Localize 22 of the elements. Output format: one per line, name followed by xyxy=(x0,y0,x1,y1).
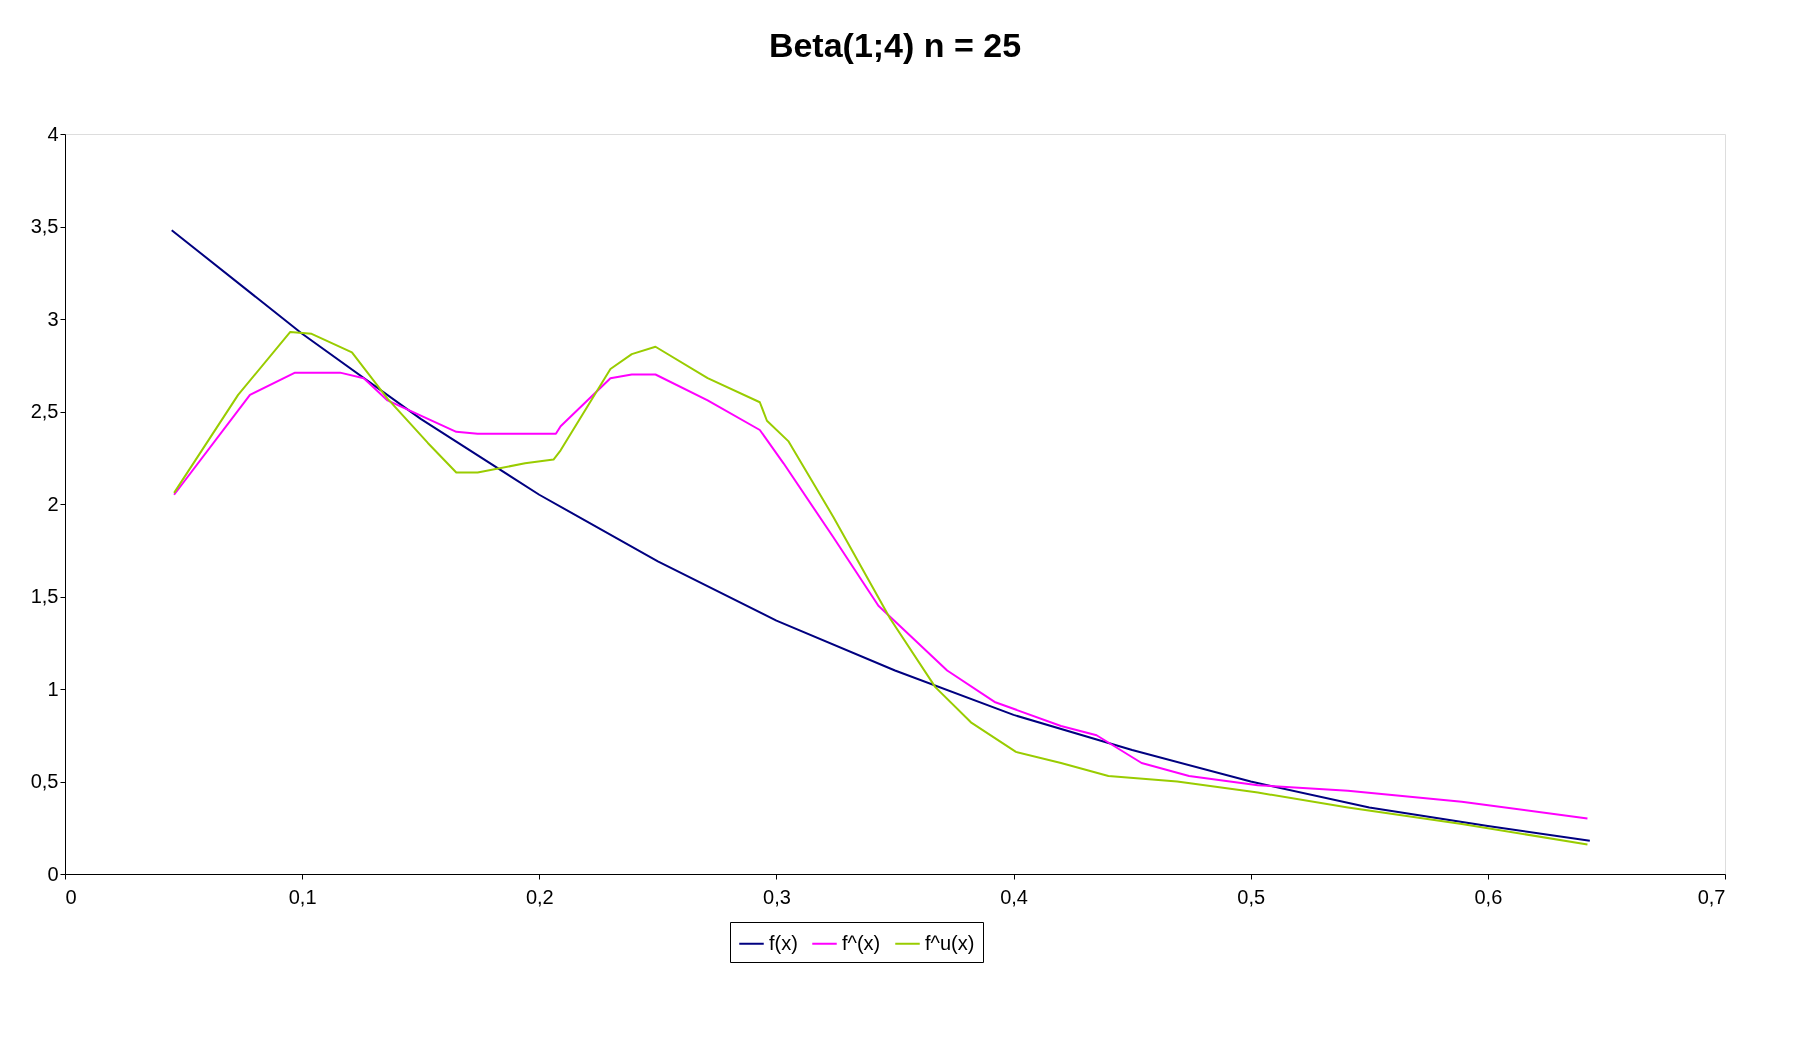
x-tick-label: 0 xyxy=(65,885,77,908)
legend-label: f^(x) xyxy=(842,931,881,954)
y-tick-label: 2 xyxy=(47,492,59,515)
y-tick-label: 3 xyxy=(47,307,59,330)
y-tick-label: 1 xyxy=(47,677,59,700)
x-tick-label: 0,3 xyxy=(763,885,791,908)
chart-title: Beta(1;4) n = 25 xyxy=(768,26,1022,64)
line-series xyxy=(170,229,1591,842)
legend-label: f^u(x) xyxy=(925,931,975,954)
y-tick-label: 3,5 xyxy=(30,215,59,237)
x-tick-label: 0,2 xyxy=(525,885,554,908)
y-tick-label: 1,5 xyxy=(30,585,59,607)
y-tick-label: 4 xyxy=(47,122,59,145)
x-tick-label: 0,5 xyxy=(1237,885,1266,908)
x-tick-label: 0,1 xyxy=(288,885,317,908)
y-tick-label: 0 xyxy=(47,862,59,885)
x-tick-label: 0,6 xyxy=(1474,885,1503,908)
x-tick-label: 0,7 xyxy=(1697,885,1726,908)
y-tick-label: 2,5 xyxy=(30,400,59,422)
y-tick-label: 0,5 xyxy=(30,770,59,792)
x-tick-label: 0,4 xyxy=(1000,885,1028,908)
legend-label: f(x) xyxy=(769,931,798,954)
